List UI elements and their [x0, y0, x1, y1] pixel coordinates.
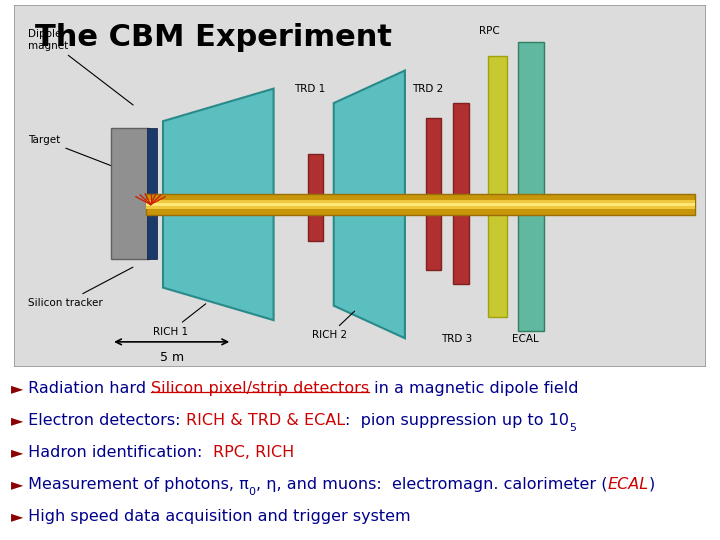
Text: Measurement of photons, π: Measurement of photons, π	[23, 477, 248, 492]
Text: 5 m: 5 m	[160, 351, 184, 364]
Text: TRD 1: TRD 1	[294, 84, 325, 94]
Text: in a magnetic dipole field: in a magnetic dipole field	[369, 381, 579, 396]
Text: RPC: RPC	[479, 26, 500, 36]
Text: Hadron identification:: Hadron identification:	[23, 445, 212, 460]
Text: Silicon tracker: Silicon tracker	[28, 267, 133, 308]
Bar	[308, 154, 323, 241]
Text: ECAL: ECAL	[607, 477, 648, 492]
Text: ►: ►	[11, 381, 23, 396]
Bar	[145, 200, 696, 209]
Text: :  pion suppression up to 10: : pion suppression up to 10	[345, 413, 569, 428]
Polygon shape	[163, 89, 274, 320]
Text: RICH 1: RICH 1	[153, 304, 206, 336]
Bar	[147, 129, 157, 259]
Text: RPC, RICH: RPC, RICH	[212, 445, 294, 460]
Text: ►: ►	[11, 509, 23, 524]
Text: Radiation hard: Radiation hard	[23, 381, 151, 396]
Text: 0: 0	[248, 487, 256, 497]
Bar	[426, 118, 441, 269]
Bar	[488, 56, 507, 316]
Bar	[111, 129, 149, 259]
Text: RICH 2: RICH 2	[312, 311, 354, 340]
Text: ): )	[648, 477, 654, 492]
Text: TRD 2: TRD 2	[412, 84, 443, 94]
Text: , η, and muons:  electromagn. calorimeter (: , η, and muons: electromagn. calorimeter…	[256, 477, 607, 492]
Text: RICH & TRD & ECAL: RICH & TRD & ECAL	[186, 413, 345, 428]
Text: The CBM Experiment: The CBM Experiment	[35, 23, 392, 52]
Bar	[145, 203, 696, 206]
Text: ►: ►	[11, 413, 23, 428]
Text: ECAL: ECAL	[512, 334, 539, 344]
Text: 5: 5	[569, 423, 576, 434]
Bar	[145, 194, 696, 214]
Text: Target: Target	[28, 135, 143, 178]
Text: ►: ►	[11, 445, 23, 460]
Text: Electron detectors:: Electron detectors:	[23, 413, 186, 428]
Polygon shape	[334, 71, 405, 338]
Text: TRD 3: TRD 3	[441, 334, 473, 344]
Bar	[518, 42, 544, 331]
Text: High speed data acquisition and trigger system: High speed data acquisition and trigger …	[23, 509, 410, 524]
Text: ►: ►	[11, 477, 23, 492]
Text: Silicon pixel/strip detectors: Silicon pixel/strip detectors	[151, 381, 369, 396]
Bar	[454, 103, 469, 284]
Text: Dipole
magnet: Dipole magnet	[28, 29, 133, 105]
